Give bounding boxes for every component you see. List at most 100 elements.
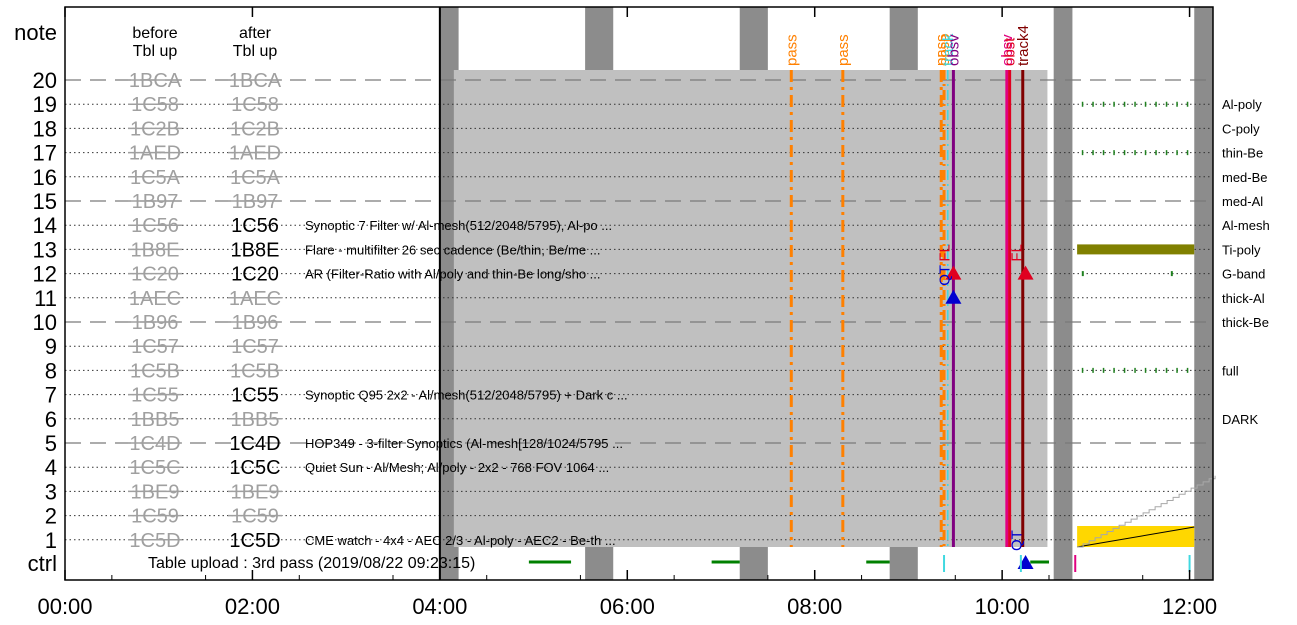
triangle-label: FL: [1009, 244, 1026, 262]
filter-label: DARK: [1222, 412, 1258, 427]
after-code: 1C20: [231, 264, 279, 286]
filter-label: Al-poly: [1222, 97, 1262, 112]
row-number-label: 17: [33, 141, 57, 166]
before-code: 1C5D: [129, 530, 180, 552]
before-code: 1AED: [129, 143, 181, 165]
x-tick-label: 12:00: [1162, 594, 1217, 619]
row-number-label: 4: [45, 455, 57, 480]
before-code: 1C5A: [130, 167, 181, 189]
row-description: HOP349 - 3-filter Synoptics (Al-mesh[128…: [305, 436, 623, 451]
before-code: 1B8E: [131, 239, 180, 261]
row-number-label: 9: [45, 334, 57, 359]
row-number-label: 13: [33, 237, 57, 262]
marks-layer: [528, 70, 1216, 572]
column-header-line1: before: [132, 25, 177, 42]
before-code: 1C5B: [130, 360, 180, 382]
frame-layer: 00:00 02:00 04:00 06:00 08:00 10:00 12:00: [37, 6, 1217, 619]
before-code: 1C59: [131, 506, 179, 528]
after-code: 1C5B: [230, 360, 280, 382]
before-code: 1C56: [131, 215, 179, 237]
background-layer: [439, 7, 1213, 580]
after-code: 1C4D: [229, 433, 280, 455]
triangle-label: FL: [936, 244, 953, 262]
before-code: 1C20: [131, 264, 179, 286]
x-tick-label: 06:00: [600, 594, 655, 619]
x-tick-label: 10:00: [975, 594, 1030, 619]
event-label: track: [940, 33, 957, 66]
after-code: 1C56: [231, 215, 279, 237]
after-code: 1C5C: [229, 457, 280, 479]
column-header-line2: Tbl up: [233, 43, 278, 60]
tipoly-bar: [1077, 244, 1195, 255]
after-code: 1C59: [231, 506, 279, 528]
pass-marker-label: pass: [783, 34, 800, 66]
after-code: 1B96: [232, 312, 279, 334]
before-code: 1BCA: [129, 70, 182, 92]
row-number-label: 6: [45, 407, 57, 432]
row-number-label: 20: [33, 68, 57, 93]
filter-label: Al-mesh: [1222, 218, 1270, 233]
row-number-label: 16: [33, 165, 57, 190]
row-description: Synoptic Q95 2x2 - Al/mesh(512/2048/5795…: [305, 388, 628, 403]
pass-band: [1053, 7, 1073, 580]
before-code: 1BB5: [131, 409, 180, 431]
after-code: 1C58: [231, 94, 279, 116]
staircase-curve: [1077, 475, 1216, 548]
after-code: 1AED: [229, 143, 281, 165]
before-code: 1BE9: [131, 481, 180, 503]
before-code: 1C57: [131, 336, 179, 358]
row-number-label: 3: [45, 479, 57, 504]
after-code: 1C55: [231, 385, 279, 407]
ctrl-label: ctrl: [28, 551, 57, 576]
before-code: 1C58: [131, 94, 179, 116]
event-label: obst: [1002, 37, 1019, 66]
x-tick-label: 04:00: [412, 594, 467, 619]
row-description: Flare - multifilter 26 sec cadence (Be/t…: [305, 242, 601, 257]
triangle-label: QT: [936, 265, 953, 286]
column-header-line2: Tbl up: [133, 43, 178, 60]
before-code: 1C55: [131, 385, 179, 407]
row-number-label: 5: [45, 431, 57, 456]
row-number-label: 8: [45, 358, 57, 383]
filter-label: Ti-poly: [1222, 242, 1261, 257]
y-axis-title: note: [14, 20, 57, 45]
pass-band: [1194, 7, 1213, 580]
filter-label: thick-Al: [1222, 291, 1265, 306]
x-tick-label: 00:00: [37, 594, 92, 619]
before-code: 1B97: [132, 191, 179, 213]
filter-label: thin-Be: [1222, 146, 1263, 161]
filter-label: med-Be: [1222, 170, 1268, 185]
event-label: track4: [1015, 25, 1032, 66]
row-number-label: 1: [45, 528, 57, 553]
row-description: Quiet Sun - Al/Mesh; Al/poly - 2x2 - 768…: [305, 460, 609, 475]
table-upload-region: [453, 70, 1048, 547]
before-code: 1AEC: [129, 288, 181, 310]
after-code: 1C57: [231, 336, 279, 358]
filter-label: thick-Be: [1222, 315, 1269, 330]
before-code: 1C5C: [129, 457, 180, 479]
after-code: 1C2B: [230, 118, 280, 140]
event-triangle: [1017, 265, 1034, 280]
after-code: 1AEC: [229, 288, 281, 310]
event-label: obsv: [945, 34, 962, 66]
row-number-label: 18: [33, 116, 57, 141]
pass-marker-label: pass: [933, 34, 950, 66]
after-code: 1BB5: [231, 409, 280, 431]
row-description: CME watch - 4x4 - AEC 2/3 - Al-poly - AE…: [305, 533, 616, 548]
row-number-label: 14: [33, 213, 57, 238]
filter-label: med-Al: [1222, 194, 1263, 209]
after-code: 1B97: [232, 191, 279, 213]
row-number-label: 15: [33, 189, 57, 214]
ramp-line: [1077, 526, 1195, 548]
filter-label: C-poly: [1222, 121, 1260, 136]
event-label: obsp: [936, 33, 953, 66]
x-tick-label: 08:00: [787, 594, 842, 619]
event-triangle: [945, 265, 962, 280]
row-number-label: 12: [33, 262, 57, 287]
row-description: Synoptic 7 Filter w/ Al-mesh(512/2048/57…: [305, 218, 612, 233]
after-code: 1BE9: [231, 481, 280, 503]
after-code: 1C5D: [229, 530, 280, 552]
x-tick-label: 02:00: [225, 594, 280, 619]
row-number-label: 2: [45, 504, 57, 529]
